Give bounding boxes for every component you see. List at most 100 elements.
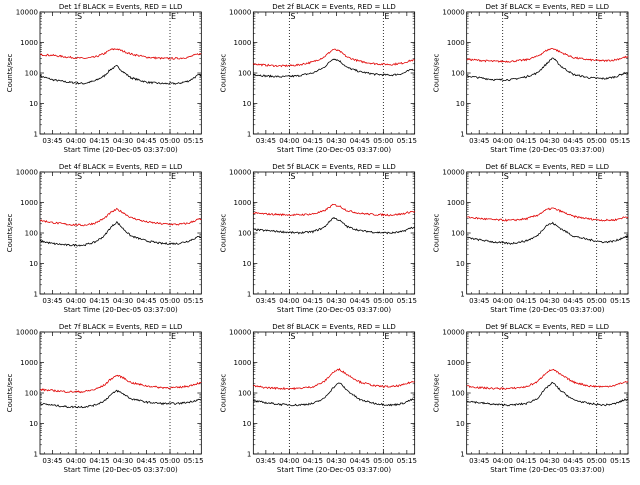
detector-panel-2: Det 2f BLACK = Events, RED = LLD 1 10 100 10… xyxy=(219,3,417,154)
marker-letter-s: S xyxy=(504,172,509,181)
y-tick-label: 1 xyxy=(460,451,464,459)
plot-frame xyxy=(39,171,202,295)
x-tick-label: 03:45 xyxy=(42,297,62,305)
y-tick-label: 100 xyxy=(451,70,464,78)
series-line-events xyxy=(39,64,202,85)
panel-title: Det 6f BLACK = Events, RED = LLD xyxy=(486,163,609,171)
x-tick-label: 04:15 xyxy=(303,137,323,145)
series-line-lld xyxy=(39,207,202,227)
marker-letter-e: E xyxy=(171,12,176,21)
x-tick-label: 04:15 xyxy=(303,457,323,465)
y-tick-label: 10000 xyxy=(16,329,38,337)
series-line-lld xyxy=(253,203,416,217)
y-axis-label: Counts/sec xyxy=(433,214,441,253)
marker-letter-e: E xyxy=(598,172,603,181)
y-tick-label: 1 xyxy=(460,131,464,139)
y-tick-label: 10 xyxy=(242,420,251,428)
series-line-lld xyxy=(466,47,629,63)
x-tick-label: 04:45 xyxy=(136,297,156,305)
y-tick-label: 1000 xyxy=(20,199,38,207)
y-axis-label: Counts/sec xyxy=(219,374,227,413)
y-tick-label: 10 xyxy=(456,100,465,108)
series-line-events xyxy=(466,221,629,245)
y-tick-label: 10000 xyxy=(442,329,464,337)
x-tick-label: 04:30 xyxy=(540,457,560,465)
marker-letter-s: S xyxy=(77,332,82,341)
x-tick-label: 03:45 xyxy=(469,297,489,305)
y-tick-label: 10 xyxy=(456,260,465,268)
y-tick-label: 1 xyxy=(34,291,38,299)
x-tick-label: 04:30 xyxy=(326,457,346,465)
y-tick-label: 1 xyxy=(460,291,464,299)
plot-frame xyxy=(466,171,629,295)
x-axis-label: Start Time (20-Dec-05 03:37:00) xyxy=(277,146,391,154)
x-tick-label: 04:45 xyxy=(563,297,583,305)
y-tick-label: 10000 xyxy=(442,9,464,17)
series-line-lld xyxy=(253,367,415,391)
marker-letter-e: E xyxy=(598,12,603,21)
marker-letter-e: E xyxy=(384,12,389,21)
x-tick-label: 04:30 xyxy=(113,297,133,305)
x-tick-label: 03:45 xyxy=(42,457,62,465)
x-tick-label: 04:45 xyxy=(136,457,156,465)
x-axis-label: Start Time (20-Dec-05 03:37:00) xyxy=(490,306,604,314)
marker-letter-e: E xyxy=(384,332,389,341)
x-tick-label: 04:00 xyxy=(279,457,299,465)
y-tick-label: 10 xyxy=(242,260,251,268)
y-tick-label: 1000 xyxy=(447,39,465,47)
y-axis-label: Counts/sec xyxy=(6,54,14,93)
x-tick-label: 03:45 xyxy=(256,457,276,465)
y-tick-label: 1 xyxy=(247,451,251,459)
y-tick-label: 10000 xyxy=(229,329,251,337)
y-tick-label: 1000 xyxy=(234,359,252,367)
x-tick-label: 05:00 xyxy=(587,137,607,145)
panel-title: Det 7f BLACK = Events, RED = LLD xyxy=(59,323,182,331)
marker-letter-s: S xyxy=(77,172,82,181)
x-tick-label: 05:00 xyxy=(160,297,180,305)
x-tick-label: 05:15 xyxy=(183,297,203,305)
panel-title: Det 2f BLACK = Events, RED = LLD xyxy=(272,3,395,11)
series-line-lld xyxy=(466,207,629,222)
x-tick-label: 05:15 xyxy=(397,457,417,465)
series-line-lld xyxy=(39,48,202,60)
series-line-lld xyxy=(40,374,202,394)
x-tick-label: 04:45 xyxy=(563,457,583,465)
x-axis-label: Start Time (20-Dec-05 03:37:00) xyxy=(64,466,178,474)
x-tick-label: 04:30 xyxy=(540,297,560,305)
x-tick-label: 05:00 xyxy=(160,137,180,145)
marker-letter-s: S xyxy=(504,12,509,21)
y-axis-label: Counts/sec xyxy=(6,374,14,413)
y-tick-label: 1 xyxy=(247,291,251,299)
x-tick-label: 04:15 xyxy=(516,297,536,305)
y-tick-label: 100 xyxy=(238,230,251,238)
series-line-events xyxy=(466,57,629,82)
x-tick-label: 04:00 xyxy=(66,457,86,465)
detector-panel-1: Det 1f BLACK = Events, RED = LLD 1 10 100 10… xyxy=(6,3,204,154)
marker-letter-s: S xyxy=(504,332,509,341)
x-tick-label: 04:00 xyxy=(279,137,299,145)
marker-letter-e: E xyxy=(171,172,176,181)
series-line-events xyxy=(253,58,415,79)
y-tick-label: 10000 xyxy=(229,169,251,177)
y-tick-label: 10 xyxy=(242,100,251,108)
x-tick-label: 05:15 xyxy=(610,137,630,145)
y-tick-label: 100 xyxy=(25,390,38,398)
x-tick-label: 03:45 xyxy=(469,457,489,465)
x-tick-label: 05:15 xyxy=(397,137,417,145)
panel-title: Det 4f BLACK = Events, RED = LLD xyxy=(59,163,182,171)
detector-panel-3: Det 3f BLACK = Events, RED = LLD 1 10 100 10… xyxy=(433,3,631,154)
marker-letter-s: S xyxy=(290,332,295,341)
y-tick-label: 10000 xyxy=(16,169,38,177)
x-axis-label: Start Time (20-Dec-05 03:37:00) xyxy=(490,466,604,474)
detector-panel-4: Det 4f BLACK = Events, RED = LLD 1 10 100 10… xyxy=(6,163,204,314)
marker-letter-s: S xyxy=(77,12,82,21)
x-tick-label: 05:00 xyxy=(373,137,393,145)
panel-title: Det 9f BLACK = Events, RED = LLD xyxy=(486,323,609,331)
y-axis-label: Counts/sec xyxy=(219,54,227,93)
y-axis-label: Counts/sec xyxy=(219,214,227,253)
y-tick-label: 1000 xyxy=(447,199,465,207)
x-tick-label: 05:15 xyxy=(183,137,203,145)
y-tick-label: 10000 xyxy=(442,169,464,177)
